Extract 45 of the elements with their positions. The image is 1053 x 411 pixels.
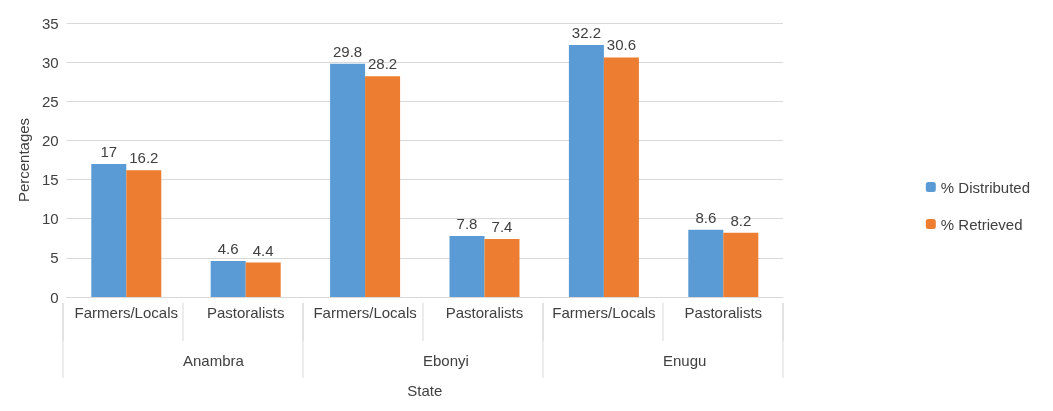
data-label: 29.8: [332, 42, 363, 60]
bar: [91, 163, 127, 297]
x-tick-label: Farmers/Locals: [313, 304, 417, 321]
data-label: 32.2: [571, 23, 601, 41]
x-tick-label: Farmers/Locals: [552, 304, 656, 321]
bar: [245, 262, 281, 297]
y-tick-label: 25: [41, 92, 59, 110]
text: Enugu: [663, 352, 707, 369]
bar: [365, 76, 401, 297]
y-tick-label: 10: [41, 210, 59, 228]
y-tick-label: 5: [50, 249, 59, 267]
bar: [126, 170, 162, 297]
bar: [568, 44, 604, 297]
y-tick-label: 30: [41, 53, 59, 71]
data-label: 16.2: [129, 149, 159, 167]
y-axis-title: Percentages: [15, 117, 32, 203]
data-label: 8.2: [730, 211, 752, 229]
text: Anambra: [182, 352, 245, 369]
bar: [484, 239, 520, 297]
text: Ebonyi: [422, 352, 469, 369]
data-label: 30.6: [606, 36, 636, 54]
data-label: 28.2: [367, 55, 398, 73]
bar: [449, 235, 485, 297]
x-tick-label: Pastoralists: [684, 304, 763, 321]
data-label: 8.6: [695, 208, 717, 226]
bar: [688, 229, 724, 297]
x-tick-label: Pastoralists: [206, 304, 285, 321]
data-label: 4.6: [217, 239, 239, 257]
x-tick-label: Pastoralists: [445, 304, 524, 321]
y-tick-label: 20: [41, 131, 59, 149]
legend-label: % Retrieved: [940, 215, 1023, 233]
data-label: 4.4: [252, 241, 274, 259]
data-label: 7.4: [491, 218, 513, 236]
data-label: 17: [100, 142, 118, 160]
y-tick-label: 15: [41, 171, 59, 189]
x-tick-label: Farmers/Locals: [74, 304, 178, 321]
bar: [210, 260, 246, 297]
bar: [330, 63, 366, 297]
y-tick-label: 35: [41, 14, 59, 32]
legend-label: % Distributed: [940, 178, 1030, 196]
bar: [603, 57, 639, 297]
bar: [723, 232, 759, 297]
data-label: 7.8: [456, 214, 478, 232]
y-tick-label: 0: [50, 288, 59, 306]
x-axis-title: State: [407, 382, 443, 399]
